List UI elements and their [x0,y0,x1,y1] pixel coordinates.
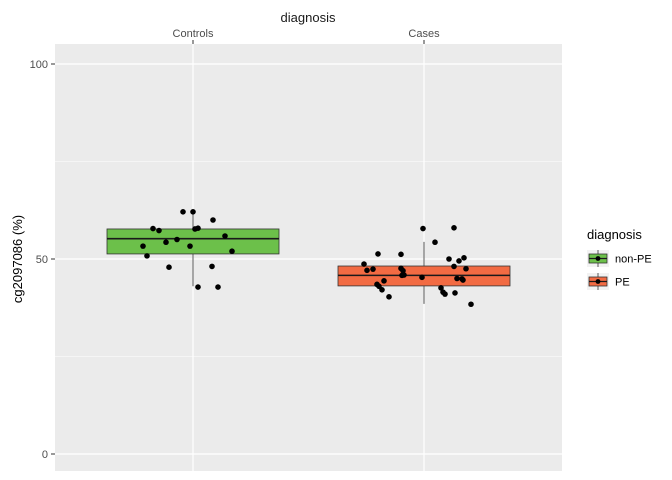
facet-title: diagnosis [281,10,336,25]
data-point [195,225,201,231]
data-point [451,263,457,270]
data-point [144,253,150,259]
x-tick-label: Controls [173,28,214,40]
data-point [180,209,186,215]
jitter-points [140,209,474,308]
box-non-PE [106,228,280,255]
data-point [174,236,180,243]
legend-title: diagnosis [587,227,642,242]
data-point [195,284,201,290]
data-point [381,278,387,284]
data-point [187,243,193,249]
data-point [460,277,466,283]
legend-key-point [595,279,601,284]
data-point [209,263,215,270]
data-point [375,251,381,257]
data-point [361,261,367,267]
data-point [454,275,460,282]
data-point [229,248,235,254]
data-point [442,291,448,297]
data-point [452,290,458,296]
data-point [163,239,169,246]
legend-key-point [595,256,601,261]
legend: diagnosis non-PE PE [587,227,652,290]
data-point [400,267,406,274]
data-point [398,251,404,258]
data-point [446,256,452,262]
plot-panel [55,44,562,471]
data-point [215,284,221,290]
data-point [419,274,425,281]
y-tick-label: 50 [36,254,48,266]
data-point [190,209,196,215]
y-tick-label: 100 [30,59,48,71]
data-point [150,225,156,232]
data-point [386,294,392,300]
data-point [156,227,162,234]
data-point [166,264,172,270]
data-point [463,265,469,272]
y-axis: 0 50 100 [30,59,55,461]
data-point [420,225,426,232]
y-axis-title: cg2097086 (%) [10,215,25,303]
data-point [432,239,438,246]
x-axis-top: Controls Cases [173,28,440,44]
legend-label: PE [615,277,630,289]
data-point [140,243,146,249]
data-point [456,258,462,264]
data-point [468,301,474,308]
data-point [451,225,457,231]
legend-label: non-PE [615,254,652,266]
data-point [379,287,385,293]
data-point [370,266,376,272]
data-point [210,217,216,223]
y-tick-label: 0 [42,449,48,461]
data-point [401,272,407,278]
legend-keys: non-PE PE [587,250,652,290]
data-point [461,255,467,261]
data-point [222,233,228,239]
data-point [438,285,444,291]
x-tick-label: Cases [408,28,440,40]
data-point [364,267,370,274]
